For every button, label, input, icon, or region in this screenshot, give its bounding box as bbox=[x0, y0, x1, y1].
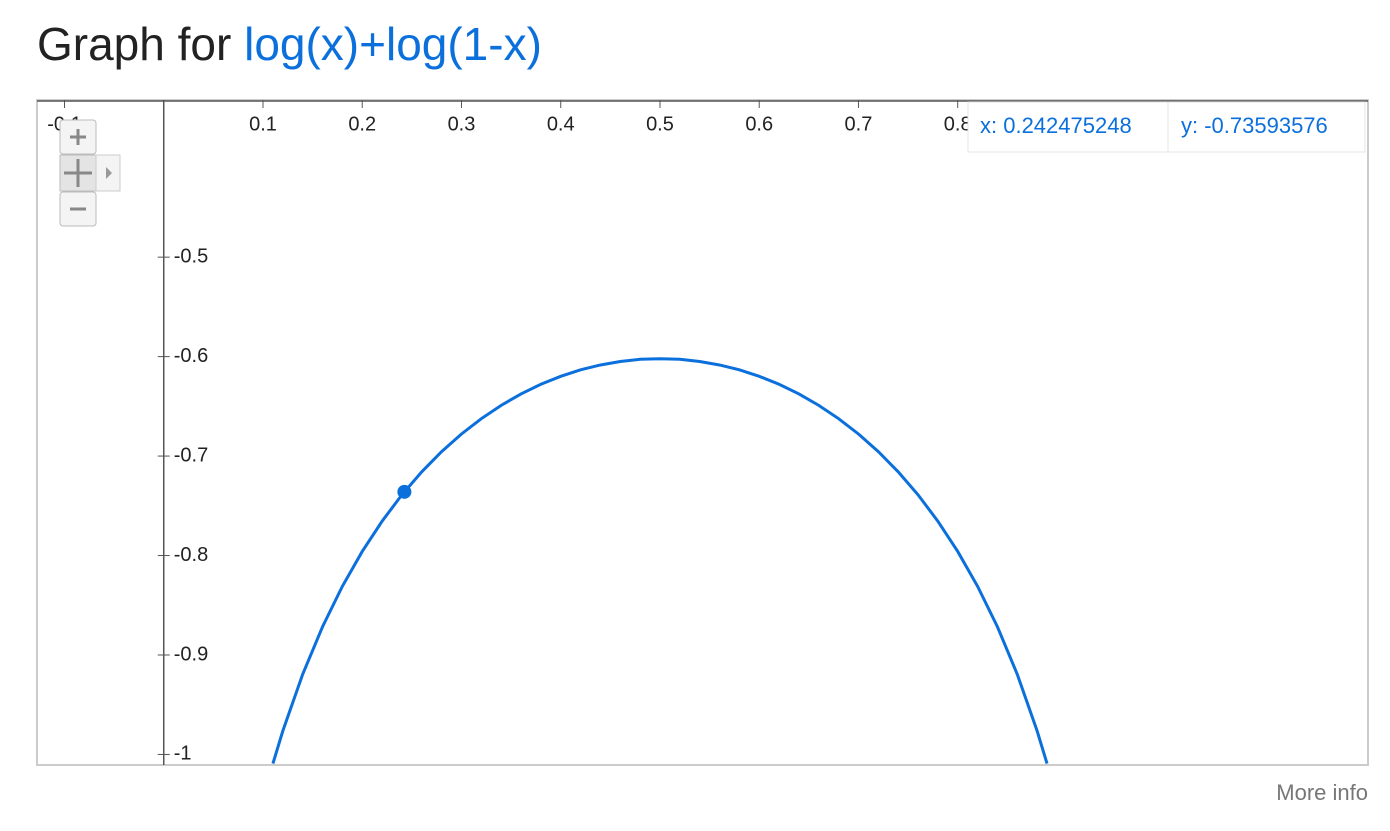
trace-point bbox=[397, 484, 412, 499]
readout-x: x: 0.242475248 bbox=[980, 113, 1132, 138]
y-tick-label: -0.8 bbox=[174, 544, 208, 566]
x-tick-label: 0.6 bbox=[745, 113, 773, 135]
y-tick-label: -1 bbox=[174, 743, 192, 765]
x-tick-label: 0.5 bbox=[646, 113, 674, 135]
curve bbox=[271, 357, 1049, 765]
readout-y: y: -0.73593576 bbox=[1181, 113, 1328, 138]
title-expression: log(x)+log(1-x) bbox=[244, 18, 542, 70]
y-tick-label: -0.7 bbox=[174, 444, 208, 466]
y-tick-label: -0.9 bbox=[174, 643, 208, 665]
readout-box bbox=[967, 101, 1366, 153]
title: Graph for log(x)+log(1-x) bbox=[37, 18, 542, 70]
x-tick-label: 0.2 bbox=[348, 113, 376, 135]
x-tick-label: 0.3 bbox=[448, 113, 476, 135]
x-tick-label: 0.1 bbox=[249, 113, 277, 135]
plus-icon bbox=[70, 129, 86, 145]
x-tick-label: 0.4 bbox=[547, 113, 575, 135]
pan-icon bbox=[64, 159, 92, 187]
pan-expand[interactable] bbox=[95, 154, 121, 192]
title-text: Graph for bbox=[37, 18, 231, 70]
plot-area[interactable] bbox=[36, 99, 1369, 766]
plot bbox=[271, 357, 1049, 765]
y-tick-label: -0.5 bbox=[174, 245, 208, 267]
y-tick-label: -0.6 bbox=[174, 345, 208, 367]
x-tick-label: 0.8 bbox=[944, 113, 972, 135]
more-info[interactable]: More info bbox=[1276, 780, 1368, 805]
zoom-control[interactable] bbox=[59, 119, 121, 227]
x-tick-label: 0.7 bbox=[845, 113, 873, 135]
arrow-icon bbox=[106, 167, 112, 179]
